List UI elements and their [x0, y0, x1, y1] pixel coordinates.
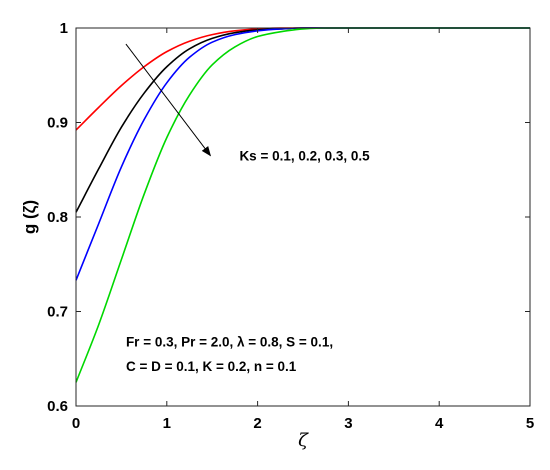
annotation-2: Fr = 0.3, Pr = 2.0, λ = 0.8, S = 0.1, — [126, 334, 333, 349]
y-tick-label: 0.8 — [47, 209, 68, 226]
ticks — [75, 27, 531, 407]
x-tick-label: 5 — [526, 415, 534, 432]
annotation-3: C = D = 0.1, K = 0.2, n = 0.1 — [126, 359, 297, 374]
x-tick-label: 2 — [253, 415, 261, 432]
annotations: Ks = 0.1, 0.2, 0.3, 0.5 Fr = 0.3, Pr = 2.… — [126, 148, 370, 374]
y-axis-label: g (ζ) — [20, 200, 39, 234]
x-tick-label: 3 — [344, 415, 352, 432]
y-tick-labels: 0.6 0.7 0.8 0.9 1 — [47, 20, 68, 415]
x-tick-label: 0 — [72, 415, 80, 432]
x-axis-label: ζ — [298, 430, 309, 451]
trend-arrow — [125, 43, 211, 157]
y-tick-label: 0.9 — [47, 115, 68, 132]
y-tick-label: 1 — [60, 20, 68, 37]
x-tick-labels: 0 1 2 3 4 5 — [72, 415, 534, 432]
x-tick-label: 1 — [163, 415, 171, 432]
x-tick-label: 4 — [435, 415, 444, 432]
plot-area — [76, 28, 530, 406]
y-tick-label: 0.6 — [47, 398, 68, 415]
y-tick-label: 0.7 — [47, 304, 68, 321]
annotation-1: Ks = 0.1, 0.2, 0.3, 0.5 — [239, 148, 370, 163]
